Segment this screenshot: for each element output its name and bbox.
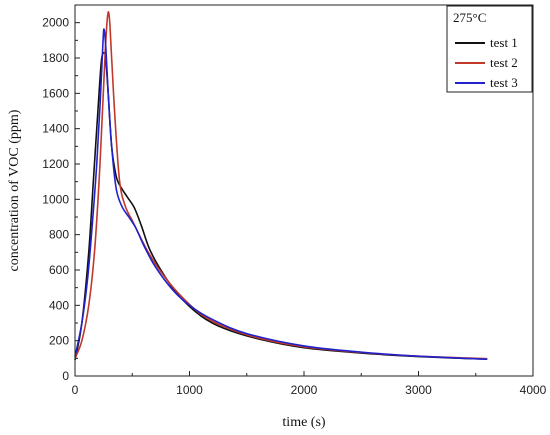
y-tick-label: 200 bbox=[49, 334, 69, 348]
y-tick-label: 600 bbox=[49, 263, 69, 277]
legend-label: test 3 bbox=[490, 75, 518, 90]
series-line-test-1 bbox=[74, 51, 488, 361]
y-tick-label: 1200 bbox=[42, 157, 69, 171]
series-line-test-2 bbox=[74, 11, 488, 360]
x-tick-label: 4000 bbox=[520, 383, 547, 397]
series-line-test-3 bbox=[74, 28, 488, 361]
x-axis: 0 1000 2000 3000 4000 bbox=[72, 371, 547, 397]
x-tick-label: 3000 bbox=[405, 383, 432, 397]
legend-label: test 2 bbox=[490, 55, 518, 70]
legend-title: 275°C bbox=[453, 10, 486, 25]
y-tick-label: 1800 bbox=[42, 51, 69, 65]
x-tick-label: 1000 bbox=[176, 383, 203, 397]
y-tick-label: 1000 bbox=[42, 192, 69, 206]
y-axis-label: concentration of VOC (ppm) bbox=[7, 109, 22, 271]
y-tick-label: 1600 bbox=[42, 86, 69, 100]
y-tick-label: 800 bbox=[49, 228, 69, 242]
x-tick-label: 2000 bbox=[291, 383, 318, 397]
legend-label: test 1 bbox=[490, 35, 518, 50]
y-tick-label: 400 bbox=[49, 298, 69, 312]
y-tick-label: 0 bbox=[62, 369, 69, 383]
y-tick-label: 2000 bbox=[42, 16, 69, 30]
y-axis: 0 200 400 600 800 1000 1200 1400 1600 1800 2000 bbox=[42, 4, 80, 383]
x-axis-label: time (s) bbox=[282, 415, 325, 430]
y-tick-label: 1400 bbox=[42, 122, 69, 136]
legend-box bbox=[446, 5, 533, 93]
x-tick-label: 0 bbox=[72, 383, 79, 397]
legend: 275°C test 1 test 2 test 3 bbox=[446, 5, 533, 93]
series-layer bbox=[74, 11, 488, 361]
